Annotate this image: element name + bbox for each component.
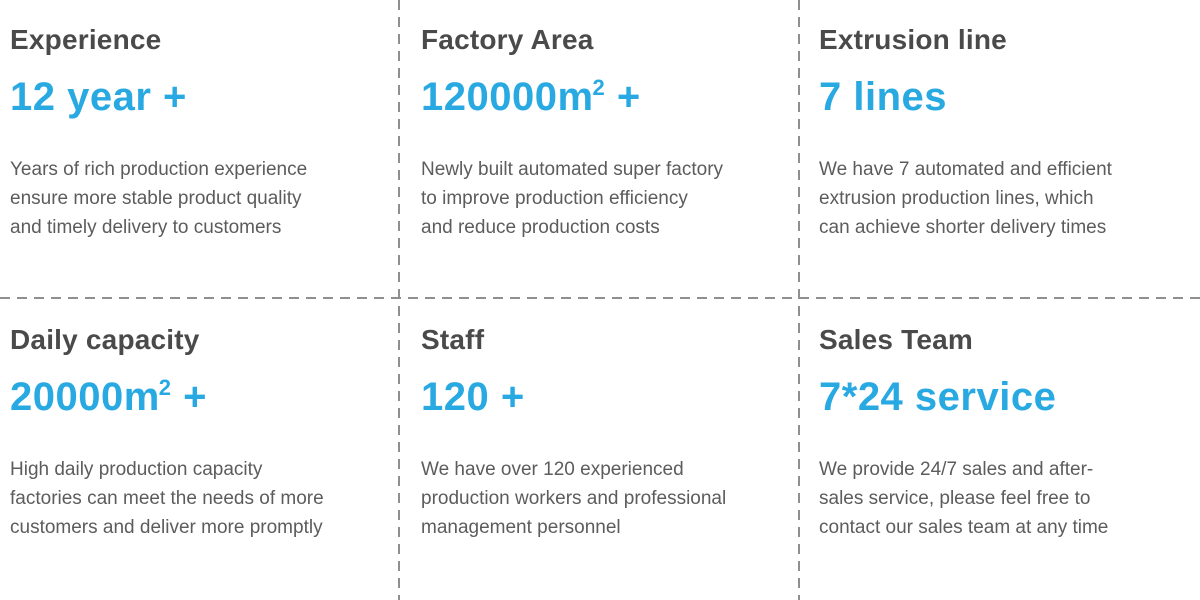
stat-card-factory-area: Factory Area 120000m2 + Newly built auto… (400, 0, 800, 300)
stat-card-experience: Experience 12 year + Years of rich produ… (0, 0, 400, 300)
value-main: 12 year + (10, 74, 187, 119)
card-title: Sales Team (819, 324, 974, 355)
stat-card-sales-team: Sales Team 7*24 service We provide 24/7 … (800, 300, 1200, 600)
grid-divider-vertical-1 (398, 0, 400, 600)
card-value: 7 lines (819, 75, 1172, 119)
value-main: 120000m (421, 74, 594, 119)
grid-divider-vertical-2 (798, 0, 800, 600)
value-main: 120 + (421, 374, 525, 419)
stat-card-staff: Staff 120 + We have over 120 experienced… (400, 300, 800, 600)
card-value: 20000m2 + (10, 375, 372, 419)
value-superscript: 2 (158, 374, 172, 400)
card-description: We have 7 automated and efficient extrus… (819, 158, 1112, 238)
card-title: Experience (10, 24, 162, 55)
card-description: Years of rich production experience ensu… (10, 158, 308, 238)
card-value: 120 + (421, 375, 772, 419)
card-value: 12 year + (10, 75, 372, 119)
value-superscript: 2 (592, 74, 606, 100)
card-title: Factory Area (421, 24, 594, 55)
value-tail: + (171, 374, 208, 419)
card-title: Staff (421, 324, 485, 355)
stat-card-daily-capacity: Daily capacity 20000m2 + High daily prod… (0, 300, 400, 600)
card-value: 7*24 service (819, 375, 1172, 419)
card-title: Daily capacity (10, 324, 200, 355)
card-description: High daily production capacity factories… (10, 458, 324, 538)
card-description: We have over 120 experienced production … (421, 458, 727, 538)
card-title: Extrusion line (819, 24, 1007, 55)
card-description: Newly built automated super factory to i… (421, 158, 724, 238)
value-main: 7 lines (819, 74, 948, 119)
grid-divider-horizontal (0, 297, 1200, 299)
stat-card-extrusion-line: Extrusion line 7 lines We have 7 automat… (800, 0, 1200, 300)
value-main: 7*24 service (819, 374, 1057, 419)
card-value: 120000m2 + (421, 75, 772, 119)
value-tail: + (605, 74, 641, 119)
card-description: We provide 24/7 sales and after- sales s… (819, 458, 1109, 538)
value-main: 20000m (10, 374, 160, 419)
